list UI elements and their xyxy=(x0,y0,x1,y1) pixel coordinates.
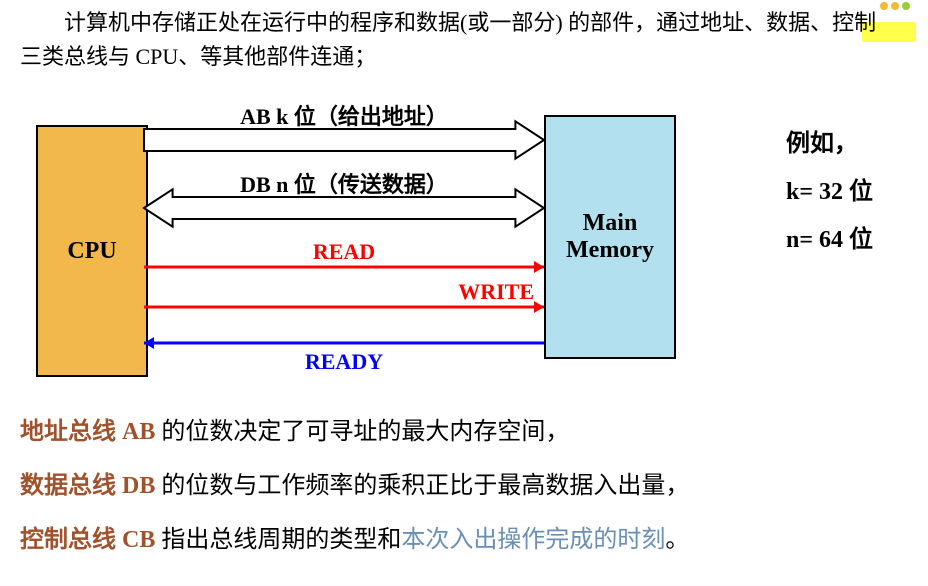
corner-dots xyxy=(880,2,910,10)
bus-arrows-svg xyxy=(30,95,680,385)
intro-text-body: 计算机中存储正处在运行中的程序和数据(或一部分) 的部件，通过地址、数据、控制三… xyxy=(20,10,876,69)
intro-text: 计算机中存储正处在运行中的程序和数据(或一部分) 的部件，通过地址、数据、控制三… xyxy=(20,6,878,74)
side-note-line1: 例如， xyxy=(786,120,873,168)
footer-text-part: 。 xyxy=(665,527,689,553)
bus-diagram: CPU Main Memory AB k 位（给出地址） DB n 位（传送数据… xyxy=(30,95,680,385)
side-note-line2: k= 32 位 xyxy=(786,168,873,216)
footer-text-part: 控制总线 CB xyxy=(20,527,161,553)
footer-text-part: 数据总线 DB xyxy=(20,473,161,499)
footer-text-part: 指出总线周期的类型和 xyxy=(161,527,401,553)
intro-text-content xyxy=(20,10,64,35)
side-note: 例如， k= 32 位 n= 64 位 xyxy=(786,120,873,264)
footer-line: 数据总线 DB 的位数与工作频率的乘积正比于最高数据入出量， xyxy=(20,470,908,504)
side-note-line3: n= 64 位 xyxy=(786,216,873,264)
footer-line: 地址总线 AB 的位数决定了可寻址的最大内存空间， xyxy=(20,416,908,450)
footer-text-part: 地址总线 AB xyxy=(20,419,161,445)
footer-line: 控制总线 CB 指出总线周期的类型和本次入出操作完成的时刻。 xyxy=(20,524,908,558)
footer-text-part: 的位数与工作频率的乘积正比于最高数据入出量， xyxy=(161,473,689,499)
footer-text-part: 的位数决定了可寻址的最大内存空间， xyxy=(161,419,569,445)
footer-text-part: 本次入出操作完成的时刻 xyxy=(401,527,665,553)
